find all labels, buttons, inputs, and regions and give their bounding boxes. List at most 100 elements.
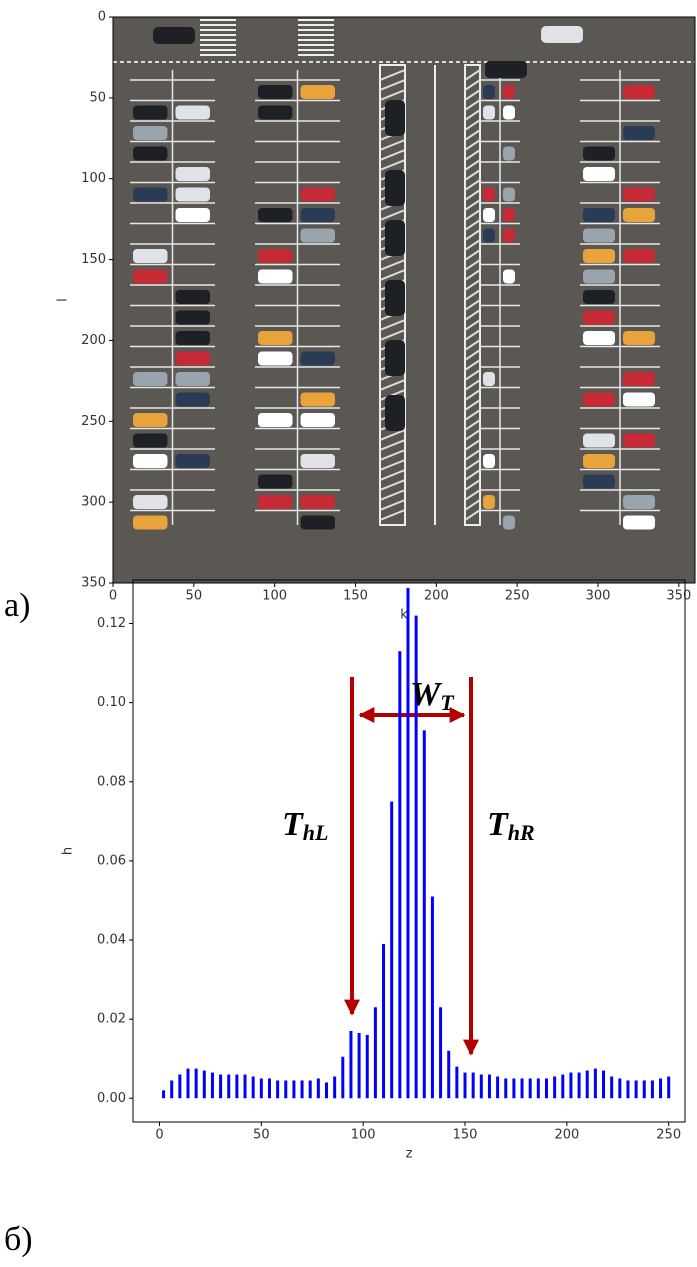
bar — [349, 1031, 352, 1098]
x-tick-label: 350 — [666, 589, 691, 604]
bar — [496, 1077, 499, 1099]
bar — [472, 1073, 475, 1099]
car — [133, 147, 168, 161]
bar — [480, 1075, 483, 1099]
bar — [219, 1075, 222, 1099]
car — [483, 229, 495, 243]
bar — [455, 1067, 458, 1099]
x-tick-label: 0 — [109, 589, 117, 604]
car — [623, 85, 655, 99]
bar — [382, 944, 385, 1098]
figure: а) б) 0501001502002503003500501001502002… — [0, 0, 697, 1267]
y-tick-label: 0.06 — [97, 853, 126, 868]
parking-lot-image — [113, 17, 695, 583]
car — [133, 454, 168, 468]
car — [583, 229, 615, 243]
bar — [366, 1035, 369, 1098]
y-tick-label: 0.04 — [97, 933, 126, 948]
bar — [170, 1080, 173, 1098]
bar — [292, 1080, 295, 1098]
annotation: WT — [410, 676, 455, 715]
car — [133, 372, 168, 386]
x-tick-label: 150 — [453, 1128, 478, 1143]
car — [623, 434, 655, 448]
car — [541, 26, 583, 43]
bar — [162, 1090, 165, 1098]
car — [258, 331, 293, 345]
car — [583, 331, 615, 345]
car — [503, 85, 515, 99]
car — [176, 454, 211, 468]
car — [623, 372, 655, 386]
car — [301, 413, 336, 427]
bar — [211, 1073, 214, 1099]
car — [133, 270, 168, 284]
car — [133, 516, 168, 530]
car — [623, 208, 655, 222]
bar — [439, 1007, 442, 1098]
bar — [358, 1033, 361, 1098]
bar — [406, 588, 409, 1098]
bar — [643, 1080, 646, 1098]
car — [176, 106, 211, 120]
car — [623, 249, 655, 263]
car — [133, 188, 168, 202]
bar — [284, 1080, 287, 1098]
car — [176, 208, 211, 222]
car — [133, 434, 168, 448]
y-tick-label: 50 — [89, 90, 106, 105]
car — [583, 454, 615, 468]
x-tick-label: 0 — [155, 1128, 163, 1143]
y-tick-label: 300 — [81, 495, 106, 510]
bar — [667, 1077, 670, 1099]
car — [583, 249, 615, 263]
bar — [260, 1078, 263, 1098]
y-tick-label: 0.12 — [97, 616, 126, 631]
bar — [488, 1075, 491, 1099]
y-tick-label: 0.08 — [97, 774, 126, 789]
y-tick-label: 0 — [98, 10, 106, 25]
bar — [235, 1075, 238, 1099]
car — [258, 106, 293, 120]
car — [301, 208, 336, 222]
annotation-arrows — [352, 677, 471, 1054]
bar — [325, 1082, 328, 1098]
y-tick-label: 350 — [81, 576, 106, 591]
bar — [431, 896, 434, 1098]
bar — [626, 1080, 629, 1098]
y-axis-label: h — [61, 847, 76, 855]
car — [133, 495, 168, 509]
y-axis-label: l — [56, 298, 71, 302]
car — [483, 495, 495, 509]
car — [503, 147, 515, 161]
bar — [252, 1077, 255, 1099]
car — [623, 495, 655, 509]
bar — [464, 1073, 467, 1099]
car — [301, 454, 336, 468]
annotation-subscript: hL — [303, 820, 329, 845]
y-tick-label: 200 — [81, 333, 106, 348]
car — [385, 170, 405, 206]
bar — [521, 1078, 524, 1098]
car — [623, 188, 655, 202]
car — [623, 331, 655, 345]
car — [385, 280, 405, 316]
car — [483, 85, 495, 99]
y-tick-label: 0.00 — [97, 1091, 126, 1106]
x-tick-label: 200 — [554, 1128, 579, 1143]
car — [483, 372, 495, 386]
car — [385, 100, 405, 136]
bar — [195, 1069, 198, 1099]
bar — [178, 1075, 181, 1099]
car — [503, 188, 515, 202]
bar — [203, 1071, 206, 1099]
car — [503, 270, 515, 284]
bar — [374, 1007, 377, 1098]
annotation-text: T — [487, 806, 509, 843]
bar — [586, 1071, 589, 1099]
car — [623, 393, 655, 407]
bar — [659, 1078, 662, 1098]
car — [503, 106, 515, 120]
car — [485, 61, 527, 78]
car — [583, 208, 615, 222]
